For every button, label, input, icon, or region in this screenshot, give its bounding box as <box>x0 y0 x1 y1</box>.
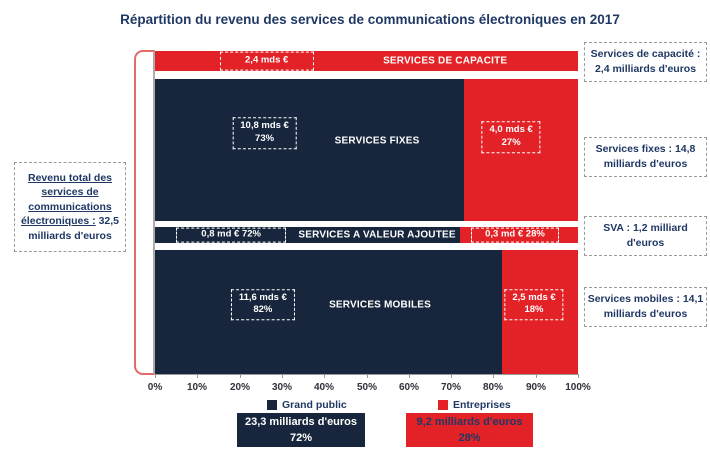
annotation-capacite: Services de capacité : 2,4 milliards d'e… <box>584 42 707 83</box>
value-box-sva-grand-public: 0,8 md € 72% <box>176 227 287 243</box>
value-box-sva-entreprises: 0,3 md € 28% <box>470 227 559 243</box>
x-tick-mark <box>366 374 368 378</box>
x-tick-mark <box>451 374 453 378</box>
x-tick-mark <box>493 374 495 378</box>
segment-entreprises-fixes <box>463 79 578 221</box>
total-grand-public: 23,3 milliards d'euros 72% <box>237 413 365 447</box>
x-tick-label-10: 10% <box>186 382 208 393</box>
grand-public-swatch-icon <box>267 400 277 410</box>
x-tick-label-40: 40% <box>313 382 335 393</box>
total-entreprises-value: 9,2 milliards d'euros <box>416 416 523 428</box>
bar-label-fixes: SERVICES FIXES <box>334 135 420 147</box>
value-mobiles-entreprises: 2,5 mds € <box>512 291 556 303</box>
legend-item-grand-public: Grand public <box>267 399 347 411</box>
x-tick-mark <box>281 374 283 378</box>
segment-entreprises-capacite <box>155 51 578 71</box>
x-tick-label-80: 80% <box>482 382 504 393</box>
pct-mobiles-entreprises: 18% <box>524 304 544 316</box>
bar-services-a-valeur-ajoutee: 0,8 md € 72% SERVICES A VALEUR AJOUTEE 0… <box>155 227 578 243</box>
annotation-fixes: Services fixes : 14,8 milliards d'euros <box>584 137 707 178</box>
value-box-fixes-grand-public: 10,8 mds € 73% <box>232 117 297 149</box>
annotation-mobiles: Services mobiles : 14,1 milliards d'euro… <box>584 287 707 328</box>
total-entreprises: 9,2 milliards d'euros 28% <box>406 413 533 447</box>
total-entreprises-pct: 28% <box>458 431 481 444</box>
annotation-sva: SVA : 1,2 milliard d'euros <box>584 216 707 257</box>
x-tick-label-50: 50% <box>356 382 378 393</box>
bar-label-sva: SERVICES A VALEUR AJOUTEE <box>298 229 456 241</box>
x-tick-label-100: 100% <box>565 382 591 393</box>
x-tick-mark <box>535 374 537 378</box>
x-tick-mark <box>408 374 410 378</box>
x-tick-label-0: 0% <box>147 382 163 393</box>
legend-label-entreprises: Entreprises <box>453 399 511 411</box>
x-tick-label-20: 20% <box>229 382 251 393</box>
bar-label-capacite: SERVICES DE CAPACITE <box>383 55 508 67</box>
segment-grand-public-fixes <box>155 79 464 221</box>
total-revenue-note-value: 32,5 milliards d'euros <box>28 215 120 242</box>
x-axis-line <box>155 374 579 378</box>
total-revenue-note-underlined: Revenu total des services de communicati… <box>20 172 113 228</box>
legend-label-grand-public: Grand public <box>282 399 347 411</box>
x-tick-mark <box>155 374 156 378</box>
x-tick-mark <box>578 374 579 378</box>
x-tick-mark <box>239 374 241 378</box>
total-revenue-note: Revenu total des services de communicati… <box>14 162 126 253</box>
x-tick-mark <box>324 374 326 378</box>
bar-label-mobiles: SERVICES MOBILES <box>329 299 431 311</box>
segment-entreprises-sva <box>459 227 578 243</box>
segment-grand-public-sva <box>155 227 460 243</box>
value-box-fixes-entreprises: 4,0 mds € 27% <box>481 121 541 154</box>
entreprises-swatch-icon <box>438 400 448 410</box>
value-fixes-entreprises: 4,0 mds € <box>489 124 533 136</box>
segment-entreprises-mobiles <box>501 250 578 374</box>
pct-mobiles-grand-public: 82% <box>253 304 273 316</box>
value-box-capacite-entreprises: 2,4 mds € <box>219 51 314 71</box>
bar-services-fixes: 10,8 mds € 73% SERVICES FIXES 4,0 mds € … <box>155 79 578 221</box>
x-tick-mark <box>197 374 199 378</box>
pct-fixes-grand-public: 73% <box>255 132 275 144</box>
value-box-mobiles-entreprises: 2,5 mds € 18% <box>504 288 564 321</box>
x-tick-label-70: 70% <box>440 382 462 393</box>
y-axis-line <box>153 51 155 374</box>
value-fixes-grand-public: 10,8 mds € <box>240 120 289 132</box>
total-grand-public-pct: 72% <box>289 431 313 444</box>
x-tick-label-90: 90% <box>525 382 547 393</box>
bar-services-mobiles: 11,6 mds € 82% SERVICES MOBILES 2,5 mds … <box>155 250 578 374</box>
x-tick-label-30: 30% <box>271 382 293 393</box>
segment-grand-public-mobiles <box>155 250 502 374</box>
value-mobiles-grand-public: 11,6 mds € <box>238 291 287 303</box>
bar-services-de-capacite: 2,4 mds € SERVICES DE CAPACITE <box>155 51 578 71</box>
chart-title: Répartition du revenu des services de co… <box>120 12 620 27</box>
total-bracket <box>134 50 155 375</box>
total-grand-public-value: 23,3 milliards d'euros <box>244 416 358 428</box>
legend-item-entreprises: Entreprises <box>438 399 511 411</box>
value-box-mobiles-grand-public: 11,6 mds € 82% <box>230 288 295 321</box>
pct-fixes-entreprises: 27% <box>501 137 521 149</box>
x-tick-label-60: 60% <box>398 382 420 393</box>
